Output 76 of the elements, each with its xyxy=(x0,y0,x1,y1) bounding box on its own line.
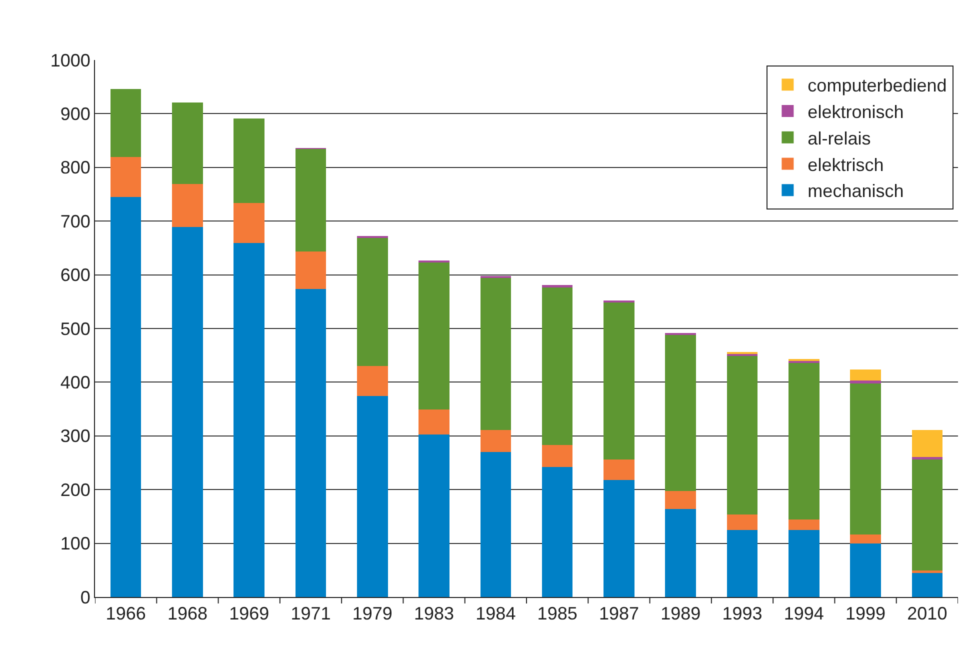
bar xyxy=(850,380,881,384)
bar xyxy=(726,356,758,514)
bar xyxy=(110,89,142,158)
bar xyxy=(850,383,881,535)
bar xyxy=(912,460,943,571)
bar xyxy=(542,445,573,468)
x-tick-label: 1969 xyxy=(229,604,270,624)
bar xyxy=(418,410,450,434)
legend-label: computerbediend xyxy=(808,76,947,96)
bar xyxy=(542,467,573,597)
y-tick-label: 700 xyxy=(60,211,90,232)
x-tick-label: 1987 xyxy=(598,604,639,624)
bar xyxy=(356,396,388,597)
legend-label: mechanisch xyxy=(808,181,904,202)
bar xyxy=(726,530,758,597)
bar xyxy=(356,366,388,396)
bar xyxy=(726,514,758,530)
bar xyxy=(172,227,203,597)
bar xyxy=(234,243,265,597)
y-tick-label: 500 xyxy=(60,318,90,339)
legend-label: elektrisch xyxy=(808,154,884,175)
bar xyxy=(788,520,820,530)
y-tick-label: 200 xyxy=(60,480,90,500)
bar xyxy=(912,572,943,597)
bar xyxy=(850,534,881,544)
y-tick-label: 800 xyxy=(60,158,90,178)
bar xyxy=(665,334,696,492)
bar xyxy=(912,456,943,460)
bar xyxy=(850,369,881,381)
bar xyxy=(234,118,265,203)
y-tick-label: 900 xyxy=(60,104,90,124)
bar xyxy=(604,460,634,480)
bar xyxy=(542,285,573,288)
x-tick-label: 1984 xyxy=(476,604,516,624)
y-tick-label: 1000 xyxy=(50,50,90,70)
bar xyxy=(665,491,696,509)
y-tick-label: 400 xyxy=(60,372,90,392)
bar xyxy=(356,237,388,366)
x-tick-label: 1989 xyxy=(660,604,701,624)
legend-label: elektronisch xyxy=(808,102,904,122)
y-tick-label: 100 xyxy=(60,534,90,554)
legend-label: al-relais xyxy=(808,128,871,148)
bar xyxy=(234,202,265,244)
y-tick-label: 600 xyxy=(60,265,90,286)
x-tick-label: 1968 xyxy=(167,604,208,624)
bar xyxy=(110,157,142,197)
bar xyxy=(172,184,203,228)
bar xyxy=(480,452,512,597)
y-tick-label: 300 xyxy=(60,426,90,446)
bar xyxy=(604,302,634,460)
bar xyxy=(665,508,696,597)
bar xyxy=(418,434,450,597)
x-tick-label: 1966 xyxy=(106,604,146,624)
x-tick-label: 1983 xyxy=(414,604,454,624)
bar xyxy=(418,262,450,410)
x-tick-label: 1999 xyxy=(846,604,886,624)
x-tick-label: 1985 xyxy=(537,604,578,624)
bar xyxy=(604,480,634,597)
bar xyxy=(172,102,203,184)
bar xyxy=(110,196,142,597)
y-tick-label: 0 xyxy=(80,587,90,608)
bar xyxy=(295,288,326,597)
x-tick-label: 1971 xyxy=(290,604,331,624)
bar xyxy=(788,362,820,520)
x-tick-label: 1994 xyxy=(784,604,824,624)
bar xyxy=(912,430,943,457)
bar xyxy=(788,530,820,597)
x-tick-label: 1993 xyxy=(722,604,762,624)
bar xyxy=(295,252,326,289)
bar xyxy=(850,543,881,597)
bar xyxy=(295,148,326,252)
bar xyxy=(480,430,512,452)
x-tick-label: 1979 xyxy=(352,604,392,624)
bar xyxy=(542,288,573,446)
x-tick-label: 2010 xyxy=(907,604,948,624)
bar xyxy=(480,277,512,430)
